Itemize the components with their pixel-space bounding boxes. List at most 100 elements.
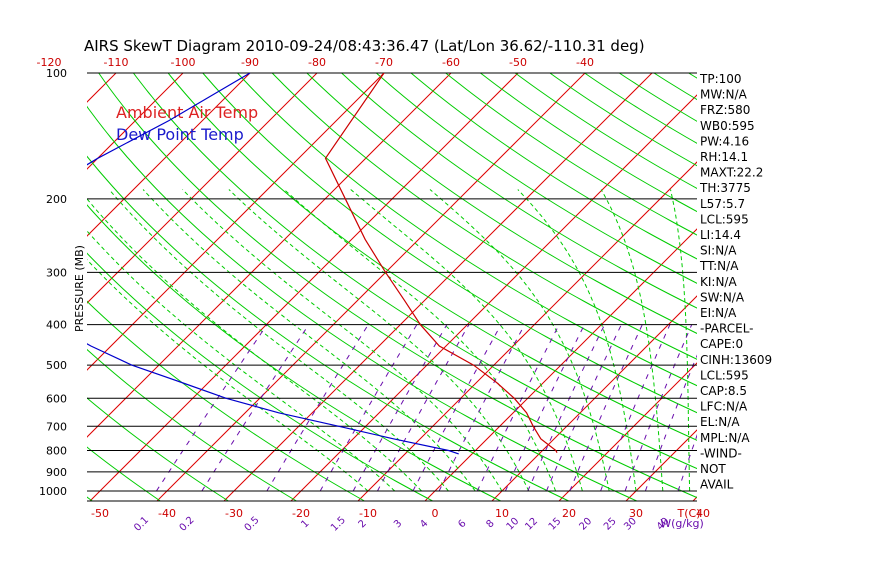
index-th-3775: TH:3775 bbox=[699, 181, 751, 195]
mixing-ratio-unit-label: W(g/kg) bbox=[660, 517, 704, 530]
top-temp-tick-label: -90 bbox=[241, 56, 259, 69]
dry-adiabat-line bbox=[758, 73, 870, 501]
pressure-tick-label: 200 bbox=[46, 193, 67, 206]
index-not: NOT bbox=[700, 462, 726, 476]
legend-dew-point-temp: Dew Point Temp bbox=[116, 125, 244, 144]
index-lcl-595: LCL:595 bbox=[700, 368, 749, 382]
y-axis-label: PRESSURE (MB) bbox=[73, 245, 86, 332]
dry-adiabat-line bbox=[862, 73, 870, 501]
mixing-ratio-line bbox=[570, 325, 643, 491]
index-wind: -WIND- bbox=[700, 446, 742, 460]
pressure-tick-label: 400 bbox=[46, 319, 67, 332]
mixing-ratio-tick-label: 12 bbox=[523, 516, 540, 533]
moist-adiabat-line bbox=[671, 190, 690, 492]
pressure-tick-label: 800 bbox=[46, 444, 67, 457]
isotherm-line bbox=[760, 73, 870, 501]
chart-title: AIRS SkewT Diagram 2010-09-24/08:43:36.4… bbox=[84, 37, 645, 55]
mixing-ratio-tick-label: 0.1 bbox=[132, 515, 151, 534]
mixing-ratio-tick-label: 25 bbox=[602, 516, 619, 533]
moist-adiabat-line bbox=[183, 190, 503, 492]
bottom-temp-tick-label: 0 bbox=[432, 507, 439, 520]
dry-adiabat-line bbox=[828, 73, 870, 501]
isotherm-line bbox=[425, 73, 853, 501]
dry-adiabat-line bbox=[0, 73, 24, 501]
mixing-ratio-line bbox=[601, 325, 670, 491]
moist-adiabat-line bbox=[601, 190, 663, 492]
index-avail: AVAIL bbox=[700, 478, 734, 492]
bottom-temp-tick-label: 20 bbox=[562, 507, 576, 520]
index-sw-n-a: SW:N/A bbox=[700, 290, 745, 304]
index-mw-n-a: MW:N/A bbox=[700, 88, 748, 102]
mixing-ratio-line bbox=[202, 325, 309, 491]
index-pw-4-16: PW:4.16 bbox=[700, 134, 749, 148]
mixing-ratio-tick-label: 6 bbox=[456, 518, 468, 530]
top-temp-tick-label: -100 bbox=[171, 56, 196, 69]
isotherm-line bbox=[0, 73, 49, 501]
index-lcl-595: LCL:595 bbox=[700, 212, 749, 226]
mixing-ratio-tick-label: 3 bbox=[392, 518, 404, 530]
dry-adiabat-line bbox=[411, 73, 870, 501]
top-temp-tick-label: -60 bbox=[442, 56, 460, 69]
dry-adiabat-line bbox=[793, 73, 870, 501]
top-temp-tick-label: -70 bbox=[375, 56, 393, 69]
index-tp-100: TP:100 bbox=[699, 72, 742, 86]
mixing-ratio-line bbox=[378, 325, 469, 491]
top-temp-tick-label: -120 bbox=[37, 56, 62, 69]
pressure-tick-label: 700 bbox=[46, 420, 67, 433]
index-cinh-13609: CINH:13609 bbox=[700, 353, 772, 367]
bottom-temp-tick-label: -40 bbox=[158, 507, 176, 520]
index-lfc-n-a: LFC:N/A bbox=[700, 400, 748, 414]
mixing-ratio-tick-label: 0.2 bbox=[178, 515, 197, 534]
moist-adiabat-line bbox=[430, 190, 609, 492]
index-ki-n-a: KI:N/A bbox=[700, 275, 737, 289]
top-temp-tick-label: -80 bbox=[308, 56, 326, 69]
index-rh-14-1: RH:14.1 bbox=[700, 150, 748, 164]
mixing-ratio-tick-label: 4 bbox=[418, 518, 430, 530]
mixing-ratio-tick-label: 1.5 bbox=[329, 515, 348, 534]
legend-ambient-air-temp: Ambient Air Temp bbox=[116, 103, 258, 122]
index-maxt-22-2: MAXT:22.2 bbox=[700, 166, 763, 180]
index-ei-n-a: EI:N/A bbox=[700, 306, 737, 320]
index-el-n-a: EL:N/A bbox=[700, 415, 740, 429]
moist-adiabat-line bbox=[284, 190, 555, 492]
index-frz-580: FRZ:580 bbox=[700, 103, 750, 117]
mixing-ratio-tick-label: 0.5 bbox=[243, 515, 262, 534]
dry-adiabat-line bbox=[480, 73, 870, 501]
mixing-ratio-line bbox=[625, 325, 692, 491]
index-si-n-a: SI:N/A bbox=[700, 244, 737, 258]
top-temp-tick-label: -50 bbox=[509, 56, 527, 69]
isotherm-line bbox=[0, 73, 116, 501]
moist-adiabat-line bbox=[53, 190, 395, 492]
top-temp-tick-label: -40 bbox=[576, 56, 594, 69]
bottom-temp-tick-label: -30 bbox=[225, 507, 243, 520]
index-cap-8-5: CAP:8.5 bbox=[700, 384, 747, 398]
bottom-temp-tick-label: -10 bbox=[359, 507, 377, 520]
bottom-temp-tick-label: 10 bbox=[495, 507, 509, 520]
dry-adiabat-line bbox=[515, 73, 870, 501]
index-mpl-n-a: MPL:N/A bbox=[700, 431, 750, 445]
index-wb0-595: WB0:595 bbox=[700, 119, 755, 133]
index-cape-0: CAPE:0 bbox=[700, 337, 743, 351]
index-li-14-4: LI:14.4 bbox=[700, 228, 741, 242]
bottom-temp-tick-label: -20 bbox=[292, 507, 310, 520]
isotherm-line bbox=[492, 73, 870, 501]
dry-adiabat-line bbox=[238, 73, 870, 501]
isotherm-line bbox=[224, 73, 652, 501]
dry-adiabat-line bbox=[342, 73, 870, 501]
index-tt-n-a: TT:N/A bbox=[699, 259, 739, 273]
mixing-ratio-line bbox=[413, 325, 501, 491]
pressure-tick-label: 600 bbox=[46, 392, 67, 405]
pressure-tick-label: 1000 bbox=[39, 485, 67, 498]
index-l57-5-7: L57:5.7 bbox=[700, 197, 745, 211]
mixing-ratio-tick-label: 20 bbox=[577, 516, 594, 533]
pressure-tick-label: 500 bbox=[46, 359, 67, 372]
mixing-ratio-tick-label: 15 bbox=[547, 516, 564, 533]
bottom-temp-tick-label: -50 bbox=[91, 507, 109, 520]
index-parcel: -PARCEL- bbox=[700, 322, 754, 336]
pressure-tick-label: 900 bbox=[46, 466, 67, 479]
top-temp-tick-label: -110 bbox=[104, 56, 129, 69]
pressure-tick-label: 300 bbox=[46, 266, 67, 279]
